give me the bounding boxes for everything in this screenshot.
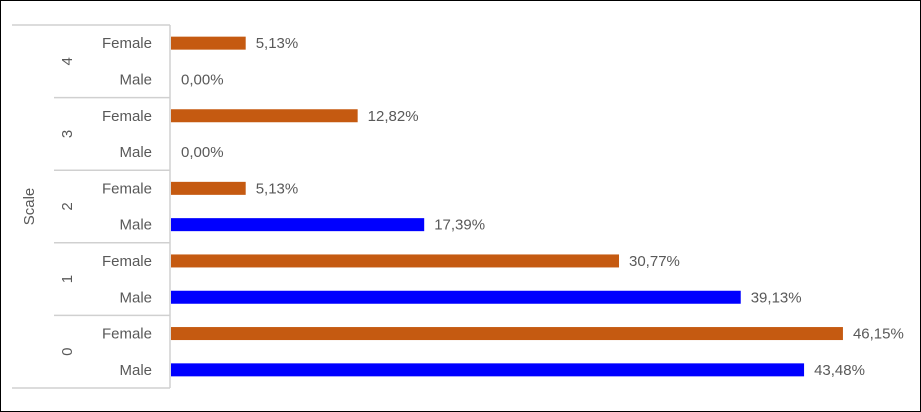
axis-title-scale: Scale	[21, 188, 38, 226]
data-label: 43,48%	[814, 362, 865, 379]
category-label: Female	[102, 253, 152, 270]
data-label: 0,00%	[181, 71, 224, 88]
group-label-0: 0	[59, 348, 76, 356]
data-label: 0,00%	[181, 144, 224, 161]
bar-female-1	[171, 254, 620, 268]
category-label: Female	[102, 108, 152, 125]
category-label: Female	[102, 35, 152, 52]
bar-female-3	[171, 109, 358, 123]
category-label: Male	[119, 217, 152, 234]
data-label: 5,13%	[256, 180, 299, 197]
category-label: Male	[119, 71, 152, 88]
category-label: Male	[119, 144, 152, 161]
group-label-4: 4	[59, 57, 76, 65]
group-label-3: 3	[59, 130, 76, 138]
data-label: 39,13%	[751, 289, 802, 306]
bar-female-0	[171, 327, 843, 341]
category-label: Female	[102, 326, 152, 343]
category-label: Female	[102, 180, 152, 197]
data-label: 17,39%	[434, 217, 485, 234]
category-label: Male	[119, 362, 152, 379]
bar-male-1	[171, 290, 741, 304]
group-label-1: 1	[59, 275, 76, 283]
bar-male-0	[171, 363, 805, 377]
group-label-2: 2	[59, 202, 76, 210]
category-label: Male	[119, 289, 152, 306]
data-label: 46,15%	[853, 326, 904, 343]
data-label: 30,77%	[629, 253, 680, 270]
bar-female-2	[171, 181, 246, 195]
data-label: 5,13%	[256, 35, 299, 52]
bar-female-4	[171, 36, 246, 50]
bar-male-2	[171, 218, 425, 232]
data-label: 12,82%	[368, 108, 419, 125]
